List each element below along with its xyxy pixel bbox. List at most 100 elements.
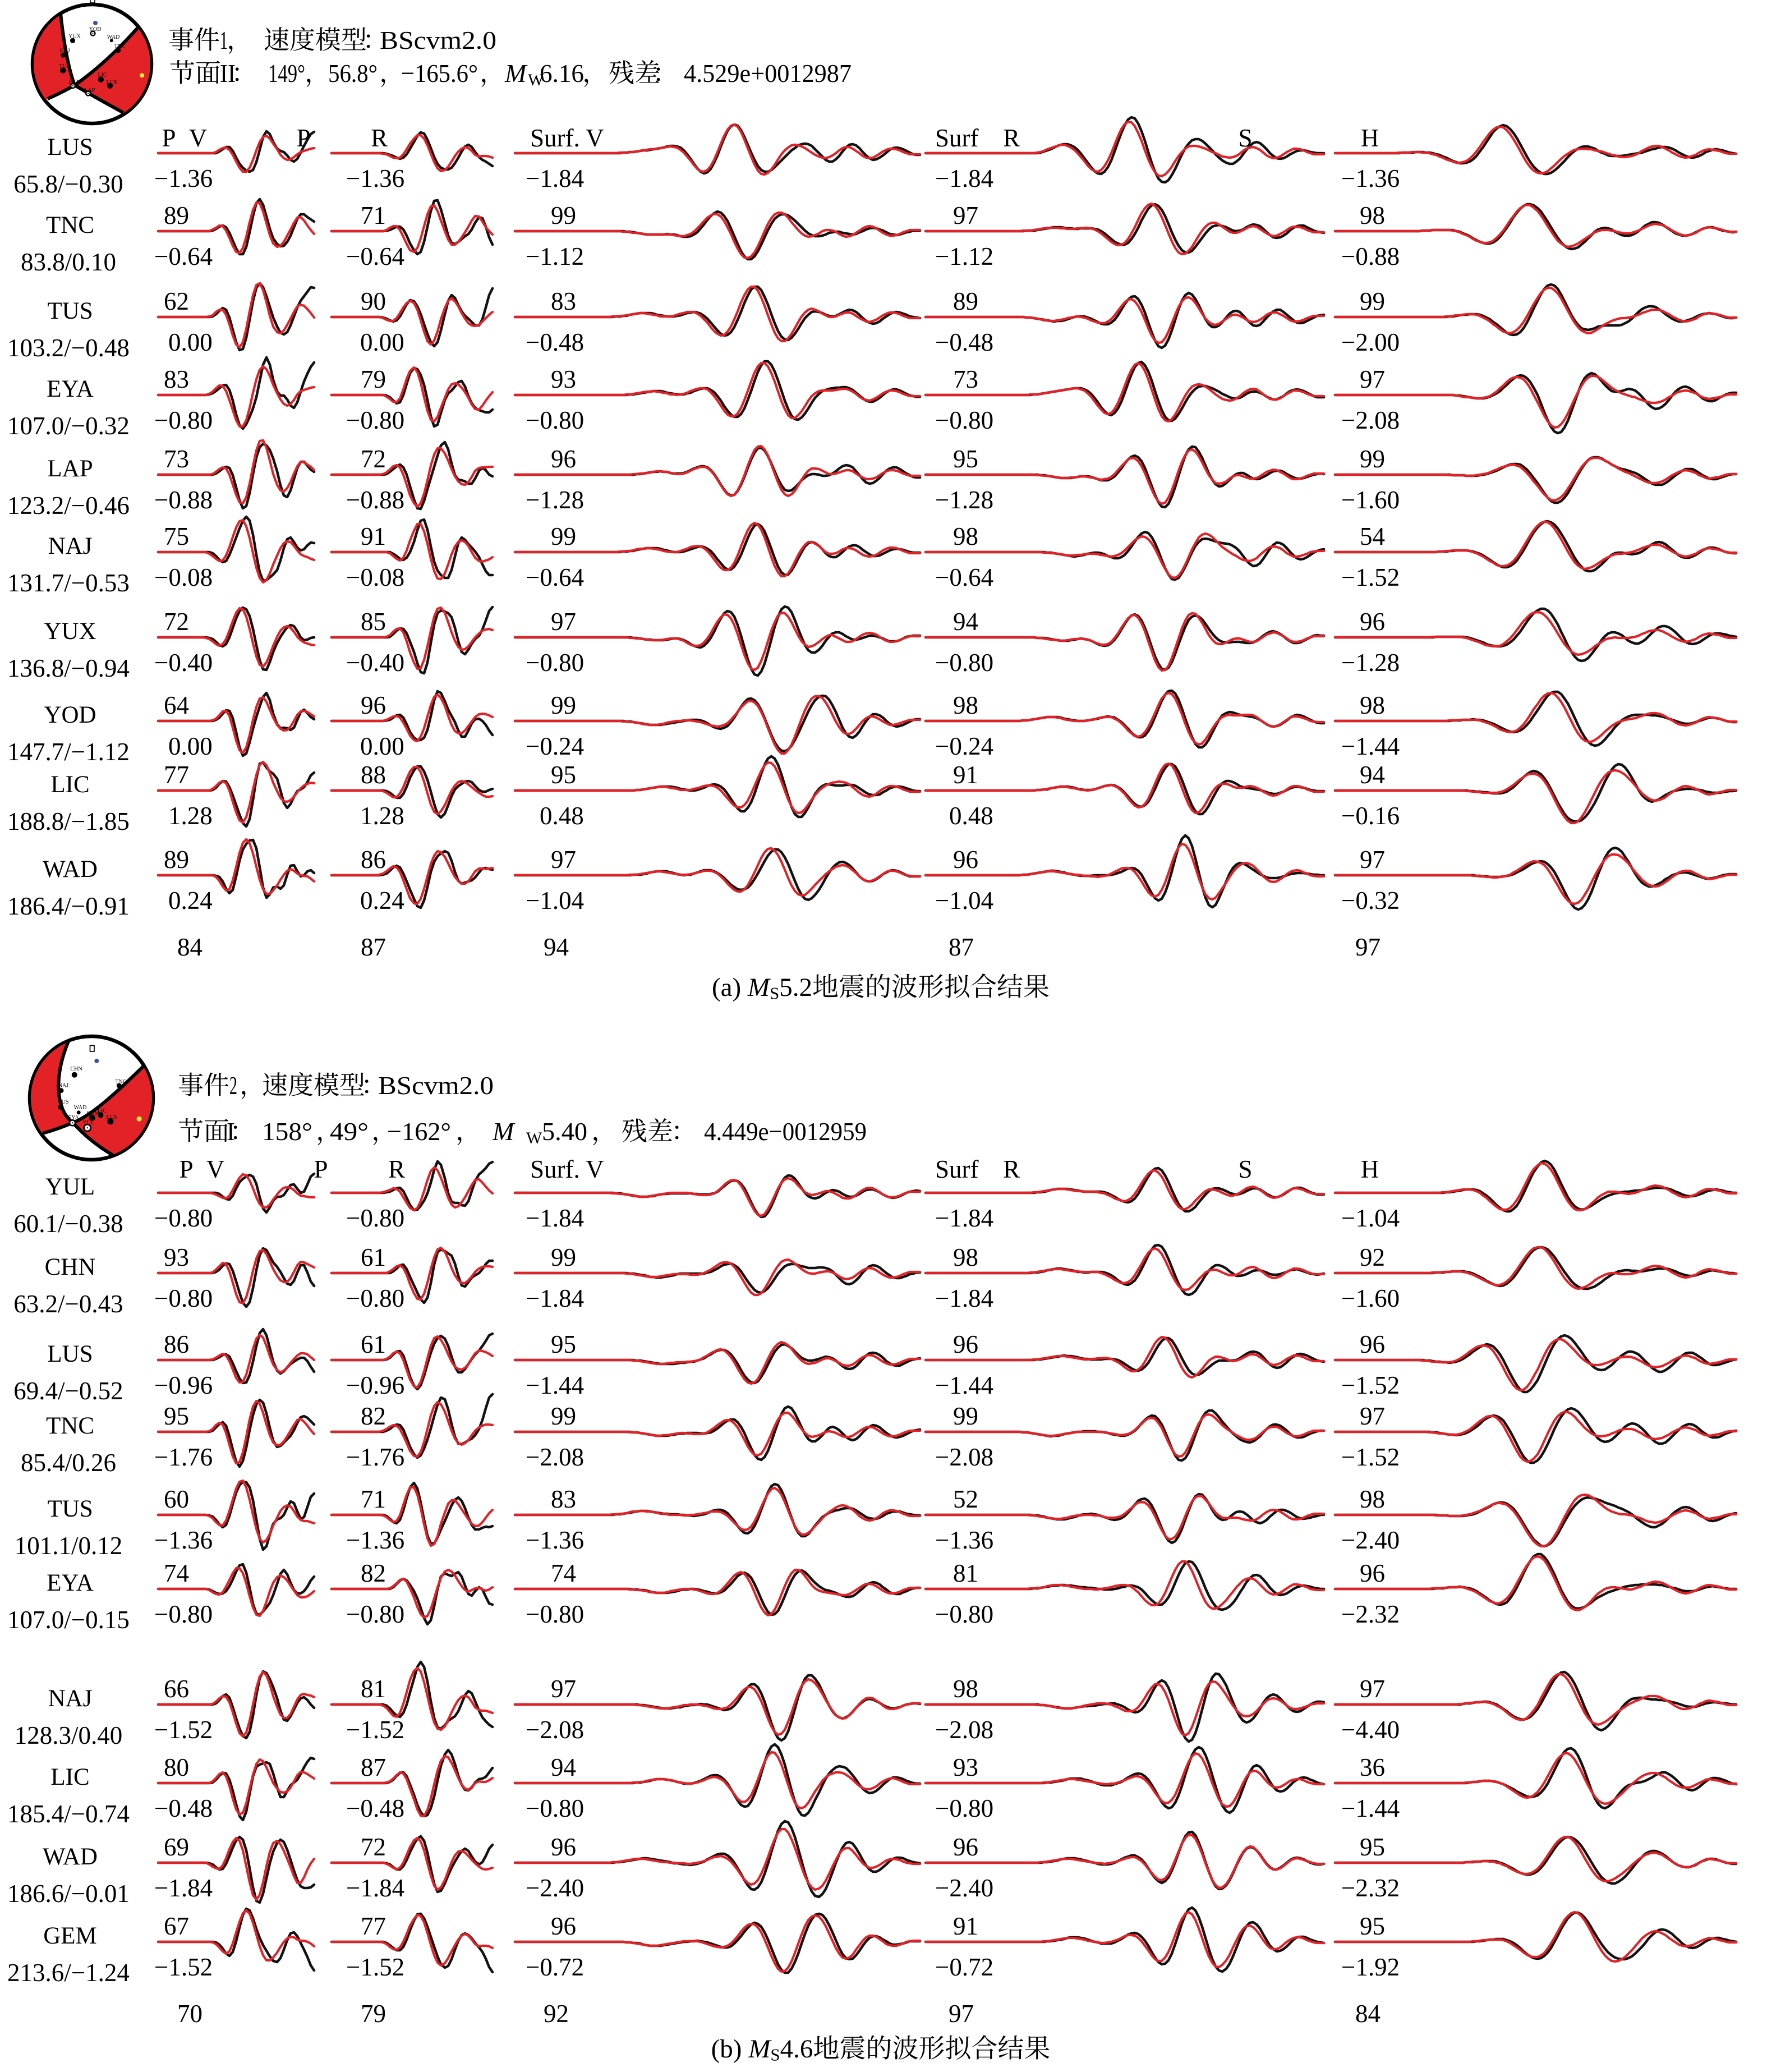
- svg-text:−0.80: −0.80: [154, 1600, 213, 1628]
- svg-text:−2.40: −2.40: [526, 1874, 584, 1902]
- svg-text:−165.6°: −165.6°: [401, 59, 478, 88]
- svg-text:−0.80: −0.80: [935, 1600, 993, 1628]
- svg-text:91: 91: [953, 1912, 978, 1940]
- svg-text:1.28: 1.28: [168, 802, 213, 830]
- svg-text:R: R: [371, 124, 388, 152]
- svg-text:EYA: EYA: [47, 376, 94, 402]
- svg-text:96: 96: [953, 846, 978, 874]
- svg-text:36: 36: [1360, 1753, 1385, 1781]
- svg-text:96: 96: [1360, 1330, 1385, 1358]
- svg-text:96: 96: [1360, 1559, 1385, 1587]
- svg-text:TUS: TUS: [59, 63, 70, 70]
- svg-text:YUL: YUL: [83, 1120, 95, 1126]
- svg-text:96: 96: [551, 1912, 576, 1940]
- svg-text:83.8/0.10: 83.8/0.10: [21, 248, 116, 276]
- svg-text:95: 95: [551, 761, 576, 789]
- svg-text:123.2/−0.46: 123.2/−0.46: [7, 491, 130, 520]
- svg-text:−1.84: −1.84: [346, 1874, 404, 1902]
- svg-text:60: 60: [164, 1485, 189, 1513]
- svg-text:49°: 49°: [330, 1117, 369, 1146]
- svg-text:−0.80: −0.80: [935, 406, 993, 434]
- svg-text:TNC: TNC: [116, 1079, 127, 1085]
- svg-text:(a): (a): [712, 973, 741, 1002]
- svg-text:97: 97: [949, 2000, 974, 2028]
- svg-text:WAD: WAD: [43, 856, 98, 883]
- svg-text:96: 96: [361, 691, 386, 719]
- svg-text:97: 97: [551, 1675, 576, 1703]
- svg-text:96: 96: [953, 1833, 978, 1861]
- svg-text:−1.84: −1.84: [935, 164, 993, 192]
- svg-text:4.529e+0012987: 4.529e+0012987: [684, 59, 852, 88]
- svg-text:LIC: LIC: [98, 72, 107, 79]
- svg-text:H: H: [1361, 1155, 1379, 1183]
- svg-text:TNC: TNC: [114, 43, 126, 49]
- svg-text:101.1/0.12: 101.1/0.12: [15, 1532, 123, 1560]
- svg-text:0.24: 0.24: [168, 886, 213, 915]
- svg-text:−0.64: −0.64: [154, 242, 213, 270]
- svg-text:−0.48: −0.48: [154, 1794, 213, 1822]
- svg-text:−0.80: −0.80: [346, 1284, 404, 1312]
- svg-text:98: 98: [953, 1675, 978, 1703]
- svg-text:98: 98: [1360, 691, 1385, 719]
- svg-text:−0.24: −0.24: [526, 732, 584, 760]
- svg-text:−1.84: −1.84: [526, 164, 584, 192]
- svg-text:0.48: 0.48: [949, 802, 993, 830]
- svg-text:90: 90: [361, 287, 386, 315]
- svg-text:−0.72: −0.72: [935, 1953, 993, 1981]
- svg-text:73: 73: [164, 445, 189, 473]
- svg-text:S: S: [770, 984, 779, 1003]
- svg-text:LUS: LUS: [107, 80, 117, 86]
- svg-text:95: 95: [1360, 1833, 1385, 1861]
- svg-text:P: P: [162, 124, 176, 152]
- svg-text:0.00: 0.00: [360, 732, 404, 760]
- svg-text:−1.84: −1.84: [526, 1284, 584, 1312]
- svg-text:LUS: LUS: [47, 134, 93, 160]
- svg-text:−0.48: −0.48: [935, 328, 993, 356]
- svg-text:75: 75: [164, 522, 189, 550]
- svg-text:61: 61: [361, 1243, 386, 1271]
- svg-text:95: 95: [1360, 1912, 1385, 1940]
- svg-text:−2.08: −2.08: [935, 1443, 993, 1471]
- svg-text:Surf. V: Surf. V: [530, 1155, 604, 1183]
- svg-text:−1.36: −1.36: [346, 1526, 404, 1554]
- svg-text:92: 92: [1360, 1243, 1385, 1271]
- svg-text:61: 61: [361, 1330, 386, 1358]
- svg-text:103.2/−0.48: 103.2/−0.48: [7, 334, 130, 362]
- svg-text:−0.80: −0.80: [346, 1204, 404, 1232]
- svg-text:YOD: YOD: [44, 702, 96, 728]
- svg-text:W: W: [526, 1129, 542, 1147]
- svg-text:−1.44: −1.44: [935, 1371, 993, 1399]
- svg-text:−1.84: −1.84: [935, 1284, 993, 1312]
- svg-text:88: 88: [361, 761, 386, 789]
- svg-text:1.28: 1.28: [360, 802, 404, 830]
- svg-text:87: 87: [361, 1753, 386, 1781]
- svg-text:−1.52: −1.52: [346, 1953, 404, 1981]
- svg-text:107.0/−0.32: 107.0/−0.32: [7, 412, 130, 440]
- svg-text:5.2: 5.2: [779, 973, 812, 1002]
- svg-text:EYA: EYA: [68, 79, 80, 85]
- svg-text:4.6: 4.6: [780, 2034, 813, 2064]
- svg-text:YOD: YOD: [89, 26, 102, 33]
- svg-text:−1.36: −1.36: [526, 1526, 584, 1554]
- svg-text:93: 93: [551, 365, 576, 393]
- svg-text:54: 54: [1360, 522, 1385, 550]
- svg-text:NAJ: NAJ: [59, 48, 70, 54]
- svg-text:69.4/−0.52: 69.4/−0.52: [13, 1377, 123, 1405]
- svg-text:−1.36: −1.36: [154, 1526, 213, 1554]
- svg-text:V: V: [189, 124, 208, 152]
- svg-text:67: 67: [164, 1912, 189, 1940]
- svg-text:66: 66: [164, 1675, 189, 1703]
- svg-text:−0.88: −0.88: [154, 486, 213, 514]
- svg-text:96: 96: [551, 1833, 576, 1861]
- svg-text:−0.48: −0.48: [346, 1794, 404, 1822]
- svg-text:87: 87: [361, 933, 386, 961]
- svg-text:−0.80: −0.80: [526, 1794, 584, 1822]
- svg-text:71: 71: [361, 201, 386, 229]
- svg-text:−1.52: −1.52: [1341, 1443, 1400, 1471]
- svg-text:−1.36: −1.36: [154, 164, 213, 192]
- svg-text:−2.08: −2.08: [526, 1443, 584, 1471]
- svg-text:99: 99: [1360, 445, 1385, 473]
- svg-text:−2.40: −2.40: [935, 1874, 993, 1902]
- svg-text:86: 86: [164, 1330, 189, 1358]
- svg-text:70: 70: [177, 2000, 203, 2028]
